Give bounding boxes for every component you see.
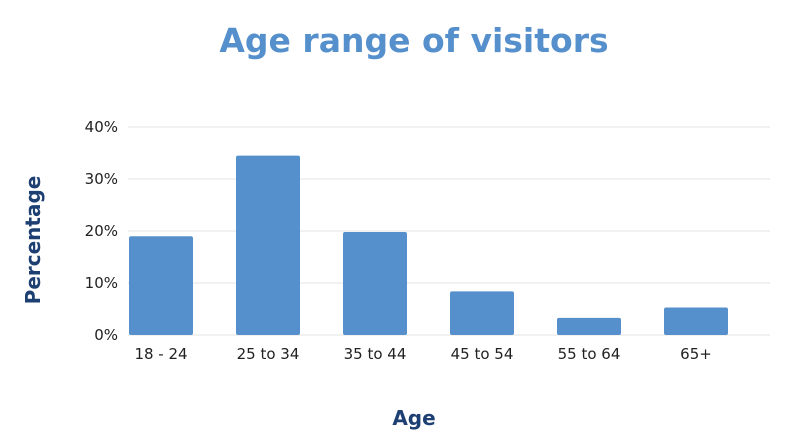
bar: [236, 155, 300, 335]
x-axis-ticks: 18 - 24 25 to 34 35 to 44 45 to 54 55 to 64 6…: [134, 345, 711, 363]
bars: [129, 155, 728, 335]
bar: [557, 317, 621, 335]
x-tick-label: 55 to 64: [558, 345, 621, 363]
x-axis-title: Age: [392, 406, 435, 430]
x-tick-label: 25 to 34: [237, 345, 300, 363]
bar: [664, 307, 728, 335]
chart-title: Age range of visitors: [219, 21, 608, 60]
bar: [450, 291, 514, 335]
x-tick-label: 18 - 24: [134, 345, 187, 363]
y-tick-label: 30%: [85, 170, 118, 188]
x-tick-label: 45 to 54: [451, 345, 514, 363]
y-axis-title: Percentage: [21, 176, 45, 305]
y-axis-ticks: 0% 10% 20% 30% 40%: [85, 118, 118, 344]
gridlines: [128, 126, 770, 336]
x-tick-label: 35 to 44: [344, 345, 407, 363]
bar: [129, 236, 193, 335]
y-tick-label: 0%: [94, 326, 118, 344]
y-tick-label: 20%: [85, 222, 118, 240]
bar: [343, 232, 407, 335]
y-tick-label: 40%: [85, 118, 118, 136]
x-tick-label: 65+: [680, 345, 712, 363]
y-tick-label: 10%: [85, 274, 118, 292]
